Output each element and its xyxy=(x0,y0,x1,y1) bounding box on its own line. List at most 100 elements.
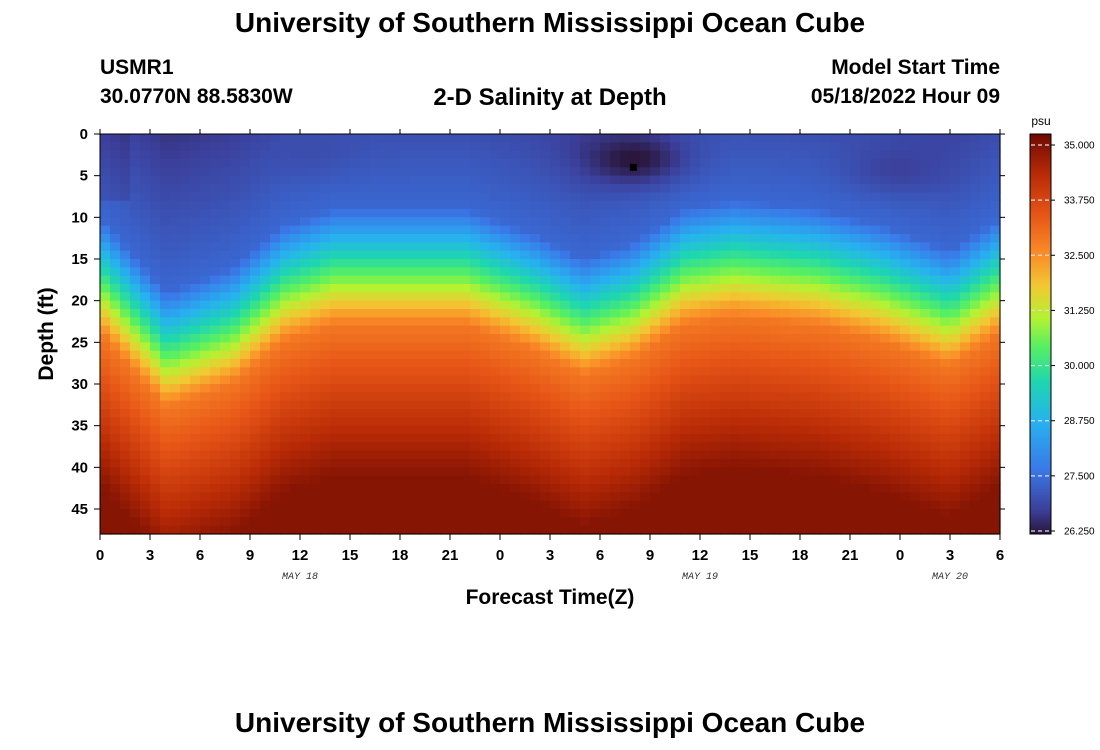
heatmap-cell xyxy=(900,500,911,510)
heatmap-cell xyxy=(830,167,841,177)
heatmap-cell xyxy=(450,484,461,493)
heatmap-cell xyxy=(900,159,911,168)
heatmap-cell xyxy=(210,159,221,168)
heatmap-cell xyxy=(700,209,711,218)
heatmap-cell xyxy=(820,192,831,202)
heatmap-cell xyxy=(790,134,801,143)
heatmap-cell xyxy=(670,325,681,335)
heatmap-cell xyxy=(580,450,591,460)
heatmap-cell xyxy=(240,450,251,460)
heatmap-cell xyxy=(530,434,541,443)
heatmap-cell xyxy=(400,359,411,368)
heatmap-cell xyxy=(120,517,131,527)
heatmap-cell xyxy=(450,350,461,360)
heatmap-cell xyxy=(420,375,431,385)
x-tick-label: 3 xyxy=(946,547,954,564)
heatmap-cell xyxy=(590,384,601,393)
heatmap-cell xyxy=(210,492,221,502)
heatmap-cell xyxy=(560,417,571,427)
heatmap-cell xyxy=(170,200,181,210)
heatmap-cell xyxy=(750,467,761,477)
heatmap-cell xyxy=(950,467,961,477)
heatmap-cell xyxy=(290,392,301,402)
heatmap-cell xyxy=(810,250,821,260)
heatmap-cell xyxy=(290,234,301,243)
heatmap-cell xyxy=(310,450,321,460)
heatmap-cell xyxy=(250,400,261,410)
heatmap-cell xyxy=(790,284,801,293)
heatmap-cell xyxy=(660,317,671,327)
heatmap-cell xyxy=(280,392,291,402)
heatmap-cell xyxy=(810,442,821,452)
heatmap-cell xyxy=(680,150,691,160)
heatmap-cell xyxy=(380,459,391,468)
heatmap-cell xyxy=(920,159,931,168)
heatmap-cell xyxy=(260,175,271,185)
heatmap-cell xyxy=(910,450,921,460)
heatmap-cell xyxy=(280,325,291,335)
heatmap-cell xyxy=(390,475,401,485)
heatmap-cell xyxy=(370,500,381,510)
heatmap-cell xyxy=(790,517,801,527)
heatmap-cell xyxy=(190,409,201,418)
heatmap-cell xyxy=(480,275,491,285)
heatmap-cell xyxy=(760,492,771,502)
heatmap-cell xyxy=(600,300,611,310)
heatmap-cell xyxy=(400,267,411,277)
heatmap-cell xyxy=(320,342,331,352)
heatmap-cell xyxy=(520,492,531,502)
heatmap-cell xyxy=(920,409,931,418)
heatmap-cell xyxy=(130,492,141,502)
heatmap-cell xyxy=(240,359,251,368)
heatmap-cell xyxy=(140,142,151,152)
heatmap-cell xyxy=(130,375,141,385)
heatmap-cell xyxy=(250,234,261,243)
heatmap-cell xyxy=(650,342,661,352)
heatmap-cell xyxy=(420,242,431,252)
heatmap-cell xyxy=(160,425,171,435)
heatmap-cell xyxy=(460,459,471,468)
heatmap-cell xyxy=(470,134,481,143)
heatmap-cell xyxy=(250,467,261,477)
heatmap-cell xyxy=(250,150,261,160)
heatmap-cell xyxy=(580,484,591,493)
heatmap-cell xyxy=(520,200,531,210)
heatmap-cell xyxy=(720,284,731,293)
heatmap-cell xyxy=(910,234,921,243)
heatmap-cell xyxy=(980,242,991,252)
heatmap-cell xyxy=(920,334,931,343)
heatmap-cell xyxy=(700,509,711,518)
heatmap-cell xyxy=(960,492,971,502)
heatmap-cell xyxy=(890,450,901,460)
heatmap-cell xyxy=(850,167,861,177)
heatmap-cell xyxy=(130,359,141,368)
heatmap-cell xyxy=(370,467,381,477)
heatmap-cell xyxy=(840,392,851,402)
heatmap-cell xyxy=(490,159,501,168)
heatmap-cell xyxy=(110,317,121,327)
heatmap-cell xyxy=(240,234,251,243)
heatmap-cell xyxy=(470,400,481,410)
heatmap-cell xyxy=(790,459,801,468)
heatmap-cell xyxy=(110,384,121,393)
heatmap-cell xyxy=(940,175,951,185)
heatmap-cell xyxy=(960,459,971,468)
heatmap-cell xyxy=(880,442,891,452)
heatmap-cell xyxy=(650,384,661,393)
heatmap-cell xyxy=(860,442,871,452)
heatmap-cell xyxy=(990,150,1001,160)
heatmap-cell xyxy=(920,150,931,160)
heatmap-cell xyxy=(800,525,811,535)
heatmap-cell xyxy=(210,234,221,243)
heatmap-cell xyxy=(960,225,971,235)
heatmap-cell xyxy=(750,167,761,177)
heatmap-cell xyxy=(490,267,501,277)
heatmap-cell xyxy=(330,300,341,310)
heatmap-cell xyxy=(840,200,851,210)
heatmap-cell xyxy=(660,367,671,377)
heatmap-cell xyxy=(420,334,431,343)
heatmap-cell xyxy=(830,134,841,143)
heatmap-cell xyxy=(750,334,761,343)
heatmap-cell xyxy=(600,517,611,527)
heatmap-cell xyxy=(540,500,551,510)
